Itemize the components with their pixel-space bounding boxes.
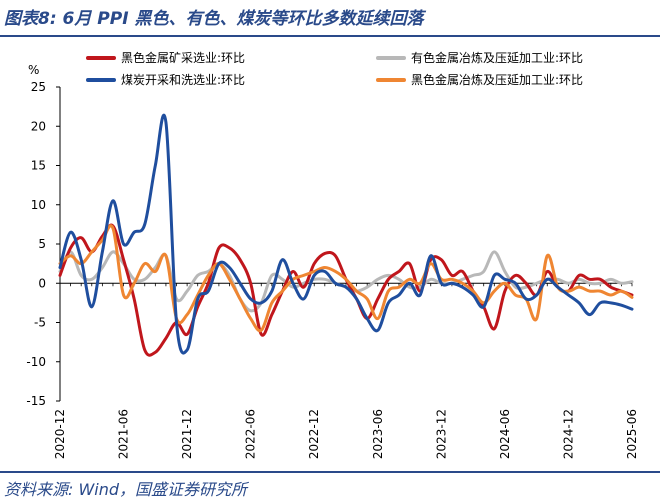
y-tick-label: 10 bbox=[31, 198, 46, 212]
x-tick-label: 2023-06 bbox=[371, 409, 385, 459]
x-tick-label: 2025-06 bbox=[625, 409, 639, 459]
y-axis-label: % bbox=[28, 63, 39, 77]
title-rule bbox=[0, 35, 660, 37]
x-tick-label: 2020-12 bbox=[53, 409, 67, 459]
legend-label-4: 黑色金属冶炼及压延加工业:环比 bbox=[411, 72, 583, 87]
x-tick-label: 2024-12 bbox=[561, 409, 575, 459]
figure-title: 图表8: 6月 PPI 黑色、有色、煤炭等环比多数延续回落 bbox=[4, 9, 424, 29]
source-note: 资料来源: Wind，国盛证券研究所 bbox=[4, 480, 248, 499]
x-tick-label: 2022-06 bbox=[244, 409, 258, 459]
source-rule bbox=[0, 471, 660, 473]
y-tick-label: 0 bbox=[38, 276, 46, 290]
series-line-1 bbox=[58, 223, 634, 357]
x-tick-label: 2021-12 bbox=[180, 409, 194, 459]
series-line-4 bbox=[58, 224, 634, 333]
x-tick-label: 2022-12 bbox=[307, 409, 321, 459]
x-tick-label: 2021-06 bbox=[117, 409, 131, 459]
y-tick-label: -10 bbox=[26, 355, 46, 369]
x-tick-label: 2024-06 bbox=[498, 409, 512, 459]
x-tick-label: 2023-12 bbox=[434, 409, 448, 459]
y-tick-label: 20 bbox=[31, 119, 46, 133]
legend-label-2: 有色金属冶炼及压延加工业:环比 bbox=[411, 50, 583, 65]
legend-label-1: 黑色金属矿采选业:环比 bbox=[121, 50, 245, 65]
y-tick-label: 5 bbox=[38, 237, 46, 251]
series-line-3 bbox=[58, 113, 634, 355]
y-tick-label: -15 bbox=[26, 394, 46, 408]
y-tick-label: 15 bbox=[31, 159, 46, 173]
y-tick-label: 25 bbox=[31, 80, 46, 94]
legend-label-3: 煤炭开采和洗选业:环比 bbox=[121, 73, 245, 87]
y-tick-label: -5 bbox=[34, 316, 46, 330]
